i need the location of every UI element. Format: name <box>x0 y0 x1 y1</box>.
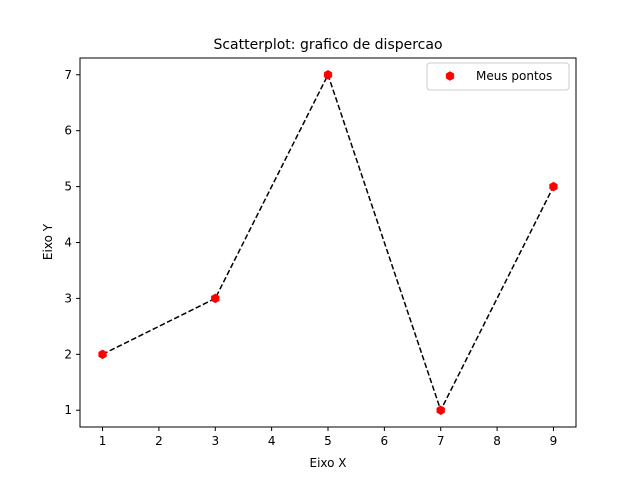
x-tick-label: 3 <box>211 434 219 448</box>
y-tick-label: 2 <box>64 347 72 361</box>
legend-box <box>426 62 570 91</box>
y-tick-label: 6 <box>64 124 72 138</box>
x-tick-label: 1 <box>99 434 107 448</box>
data-point <box>549 181 558 192</box>
legend-marker <box>445 71 455 81</box>
data-point <box>323 69 333 80</box>
x-tick-label: 6 <box>381 434 389 448</box>
x-tick-label: 8 <box>493 434 501 448</box>
x-tick-label: 2 <box>155 434 163 448</box>
y-tick-label: 5 <box>64 180 72 194</box>
x-tick-label: 9 <box>550 434 558 448</box>
x-axis-label: Eixo X <box>309 456 346 470</box>
axis-ticks: 1 2 3 4 5 6 7 8 9 1 2 3 4 5 6 7 <box>64 68 557 448</box>
data-point <box>211 293 220 304</box>
y-tick-label: 3 <box>64 291 72 305</box>
x-tick-label: 4 <box>268 434 276 448</box>
data-point <box>436 405 445 416</box>
x-tick-label: 5 <box>324 434 332 448</box>
chart-title: Scatterplot: grafico de dispercao <box>213 37 442 53</box>
y-tick-label: 4 <box>64 236 72 250</box>
legend-marker-hexagon <box>445 71 455 81</box>
data-point <box>98 349 107 360</box>
y-axis-label: Eixo Y <box>41 223 55 260</box>
y-tick-label: 1 <box>64 403 72 417</box>
plot-area <box>98 69 558 416</box>
x-tick-label: 7 <box>437 434 445 448</box>
y-tick-label: 7 <box>64 68 72 82</box>
legend: Meus pontos <box>426 62 570 91</box>
legend-label: Meus pontos <box>476 69 552 83</box>
